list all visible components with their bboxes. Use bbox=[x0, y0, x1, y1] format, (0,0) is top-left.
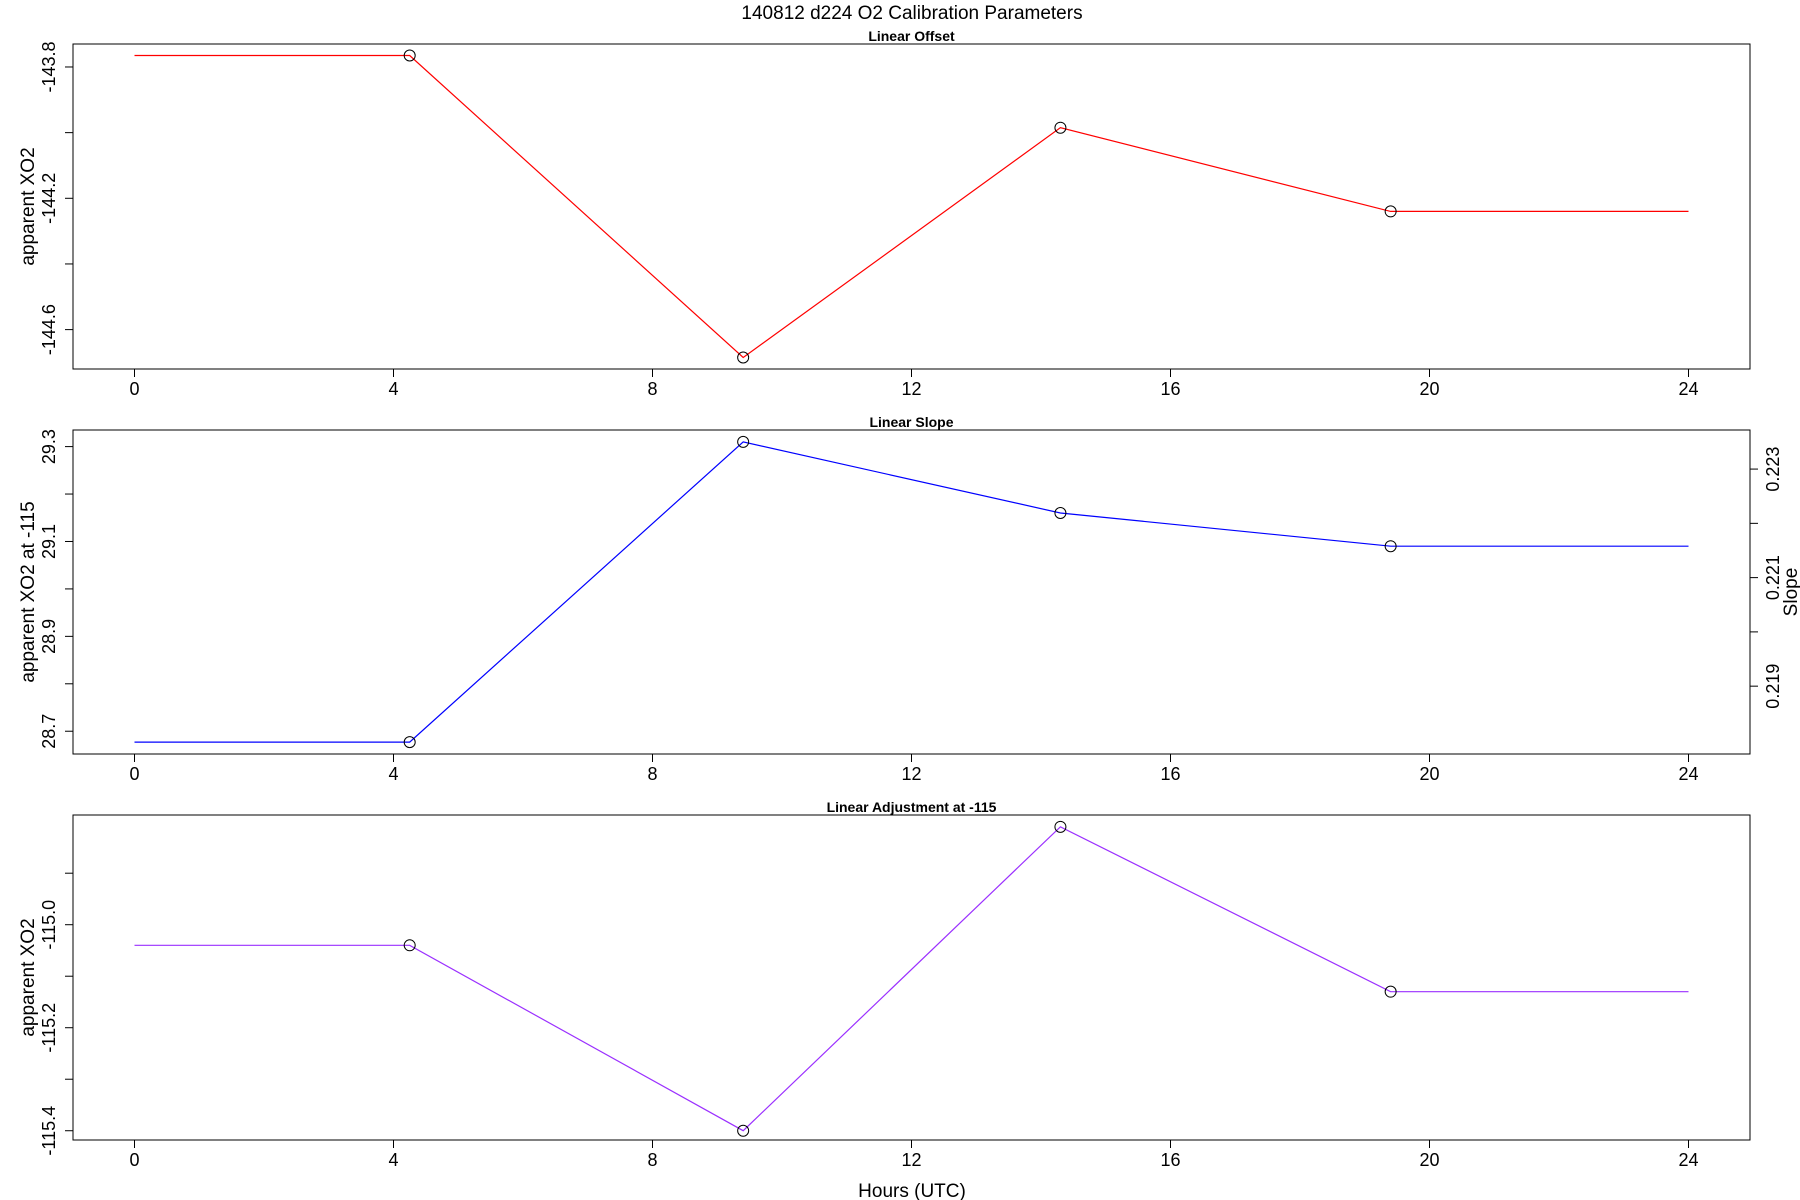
x-tick-label: 0 bbox=[130, 764, 140, 784]
x-tick-label: 16 bbox=[1160, 1150, 1180, 1170]
x-tick-label: 20 bbox=[1419, 764, 1439, 784]
y2-tick-label: 0.219 bbox=[1763, 664, 1783, 709]
data-point bbox=[1054, 507, 1067, 520]
y-tick-label: -143.8 bbox=[39, 41, 59, 92]
figure-title: 140812 d224 O2 Calibration Parameters bbox=[741, 3, 1082, 24]
y-tick-label: 29.3 bbox=[39, 429, 59, 464]
y2-tick-label: 0.221 bbox=[1763, 555, 1783, 600]
data-point bbox=[1384, 205, 1397, 218]
y-tick-label: -115.2 bbox=[39, 1003, 59, 1053]
x-tick-label: 8 bbox=[647, 1150, 657, 1170]
data-point bbox=[737, 435, 750, 448]
y-tick-label: -115.0 bbox=[39, 900, 59, 950]
panel-title: Linear Slope bbox=[869, 414, 953, 430]
y-tick-label: -144.2 bbox=[39, 173, 59, 224]
x-tick-label: 4 bbox=[388, 379, 398, 399]
panel-1: Linear Offset 0 4 8 12 16 20 24 -143.8 -144.2 -144… bbox=[18, 28, 1751, 399]
y-axis-label: apparent XO2 bbox=[18, 918, 39, 1036]
data-point bbox=[403, 939, 416, 952]
x-tick-label: 24 bbox=[1678, 1150, 1698, 1170]
x-tick-label: 0 bbox=[130, 1150, 140, 1170]
data-point bbox=[1054, 121, 1067, 134]
panel-title: Linear Adjustment at -115 bbox=[827, 799, 997, 815]
x-tick-label: 20 bbox=[1419, 379, 1439, 399]
x-tick-label: 8 bbox=[647, 379, 657, 399]
x-tick-label: 8 bbox=[647, 764, 657, 784]
x-tick-label: 16 bbox=[1160, 379, 1180, 399]
data-point bbox=[1384, 540, 1397, 553]
series-line bbox=[134, 441, 1689, 743]
data-point bbox=[403, 736, 416, 749]
data-point bbox=[737, 351, 750, 364]
x-tick-label: 4 bbox=[388, 764, 398, 784]
data-point bbox=[1054, 820, 1067, 833]
x-tick-label: 24 bbox=[1678, 379, 1698, 399]
series-line bbox=[134, 54, 1689, 359]
data-point bbox=[737, 1124, 750, 1137]
panel-title: Linear Offset bbox=[868, 28, 955, 44]
y2-tick-label: 0.223 bbox=[1763, 447, 1783, 492]
panel-3: Linear Adjustment at -115 0 4 8 12 16 20 24 -115… bbox=[18, 799, 1751, 1170]
x-tick-label: 16 bbox=[1160, 764, 1180, 784]
x-tick-label: 20 bbox=[1419, 1150, 1439, 1170]
x-tick-label: 24 bbox=[1678, 764, 1698, 784]
y-tick-label: 28.7 bbox=[39, 714, 59, 749]
y-axis-label: apparent XO2 at -115 bbox=[18, 501, 39, 682]
y-tick-label: 28.9 bbox=[39, 619, 59, 654]
panel-2: Linear Slope 0 4 8 12 16 20 24 28.7 28.9 29.1 29.3 a… bbox=[18, 414, 1800, 784]
y2-axis-label: Slope bbox=[1781, 568, 1800, 617]
x-tick-label: 12 bbox=[901, 379, 921, 399]
y-tick-label: -115.4 bbox=[39, 1106, 59, 1156]
series-line bbox=[134, 826, 1689, 1132]
figure-x-axis-label: Hours (UTC) bbox=[858, 1181, 966, 1200]
x-tick-label: 12 bbox=[901, 1150, 921, 1170]
data-point bbox=[403, 49, 416, 62]
x-tick-label: 0 bbox=[130, 379, 140, 399]
y-tick-label: 29.1 bbox=[39, 524, 59, 559]
x-tick-label: 12 bbox=[901, 764, 921, 784]
y-tick-label: -144.6 bbox=[39, 304, 59, 355]
data-point bbox=[1384, 985, 1397, 998]
x-tick-label: 4 bbox=[388, 1150, 398, 1170]
y-axis-label: apparent XO2 bbox=[18, 147, 39, 265]
